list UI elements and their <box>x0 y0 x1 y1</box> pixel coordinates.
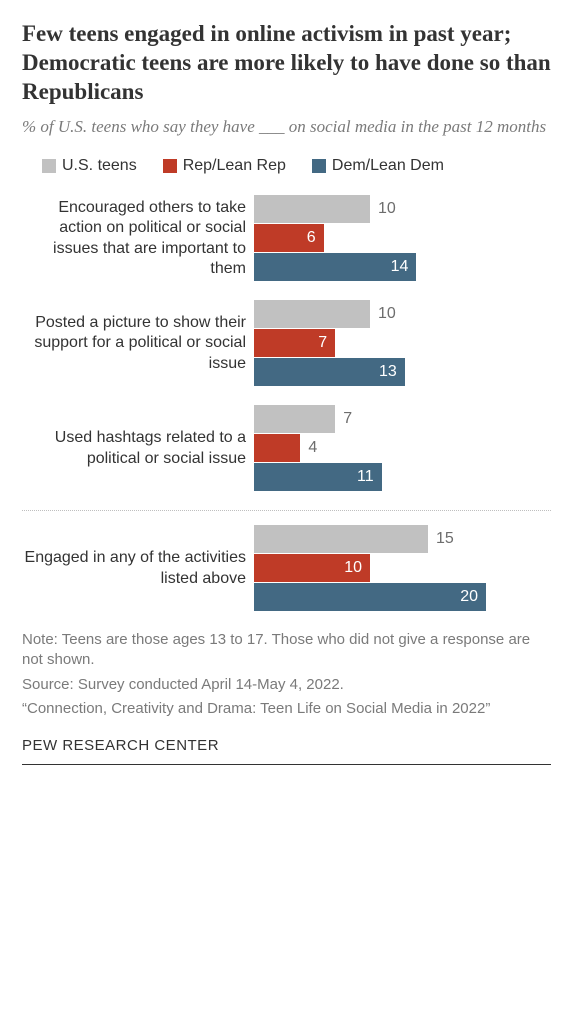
bar-row: 15 <box>254 525 551 553</box>
bars-column: 10713 <box>254 300 551 387</box>
chart-group: Used hashtags related to a political or … <box>22 405 551 492</box>
chart-title: Few teens engaged in online activism in … <box>22 20 551 106</box>
swatch-icon <box>42 159 56 173</box>
reference-text: “Connection, Creativity and Drama: Teen … <box>22 699 551 719</box>
bar: 20 <box>254 583 486 611</box>
legend-item-rep: Rep/Lean Rep <box>163 157 286 175</box>
bar-row: 20 <box>254 583 551 611</box>
legend-label: U.S. teens <box>62 157 137 175</box>
bar: 13 <box>254 358 405 386</box>
bar-row: 10 <box>254 554 551 582</box>
bar-row: 11 <box>254 463 551 491</box>
bar-value: 10 <box>370 305 396 323</box>
bar-value: 7 <box>335 410 352 428</box>
bar: 11 <box>254 463 382 491</box>
note-text: Note: Teens are those ages 13 to 17. Tho… <box>22 630 551 671</box>
bar-row: 7 <box>254 405 551 433</box>
group-label: Used hashtags related to a political or … <box>22 428 254 469</box>
bar: 10 <box>254 195 370 223</box>
bar-row: 7 <box>254 329 551 357</box>
source-text: Source: Survey conducted April 14-May 4,… <box>22 675 551 695</box>
bar: 10 <box>254 554 370 582</box>
chart-group: Encouraged others to take action on poli… <box>22 195 551 282</box>
bar-value: 4 <box>300 439 317 457</box>
bar: 15 <box>254 525 428 553</box>
bar-row: 6 <box>254 224 551 252</box>
bar-row: 10 <box>254 195 551 223</box>
bar: 6 <box>254 224 324 252</box>
divider <box>22 510 551 511</box>
bars-column: 10614 <box>254 195 551 282</box>
bar-row: 10 <box>254 300 551 328</box>
bar: 7 <box>254 405 335 433</box>
attribution: PEW RESEARCH CENTER <box>22 737 551 754</box>
group-label: Posted a picture to show their support f… <box>22 313 254 374</box>
bar-row: 14 <box>254 253 551 281</box>
chart-group: Posted a picture to show their support f… <box>22 300 551 387</box>
bar-value: 15 <box>428 530 454 548</box>
chart-subtitle: % of U.S. teens who say they have ___ on… <box>22 116 551 139</box>
bar-value: 10 <box>370 200 396 218</box>
bar-row: 13 <box>254 358 551 386</box>
chart-body: Encouraged others to take action on poli… <box>22 195 551 612</box>
footer-rule <box>22 764 551 765</box>
group-label: Encouraged others to take action on poli… <box>22 198 254 280</box>
bar: 4 <box>254 434 300 462</box>
legend-item-dem: Dem/Lean Dem <box>312 157 444 175</box>
legend: U.S. teens Rep/Lean Rep Dem/Lean Dem <box>22 157 551 175</box>
summary-group: Engaged in any of the activities listed … <box>22 525 551 612</box>
legend-label: Dem/Lean Dem <box>332 157 444 175</box>
bar: 14 <box>254 253 416 281</box>
group-label: Engaged in any of the activities listed … <box>22 548 254 589</box>
legend-item-usteens: U.S. teens <box>42 157 137 175</box>
bars-column: 7411 <box>254 405 551 492</box>
bars-column: 151020 <box>254 525 551 612</box>
bar: 10 <box>254 300 370 328</box>
swatch-icon <box>163 159 177 173</box>
bar: 7 <box>254 329 335 357</box>
swatch-icon <box>312 159 326 173</box>
legend-label: Rep/Lean Rep <box>183 157 286 175</box>
bar-row: 4 <box>254 434 551 462</box>
